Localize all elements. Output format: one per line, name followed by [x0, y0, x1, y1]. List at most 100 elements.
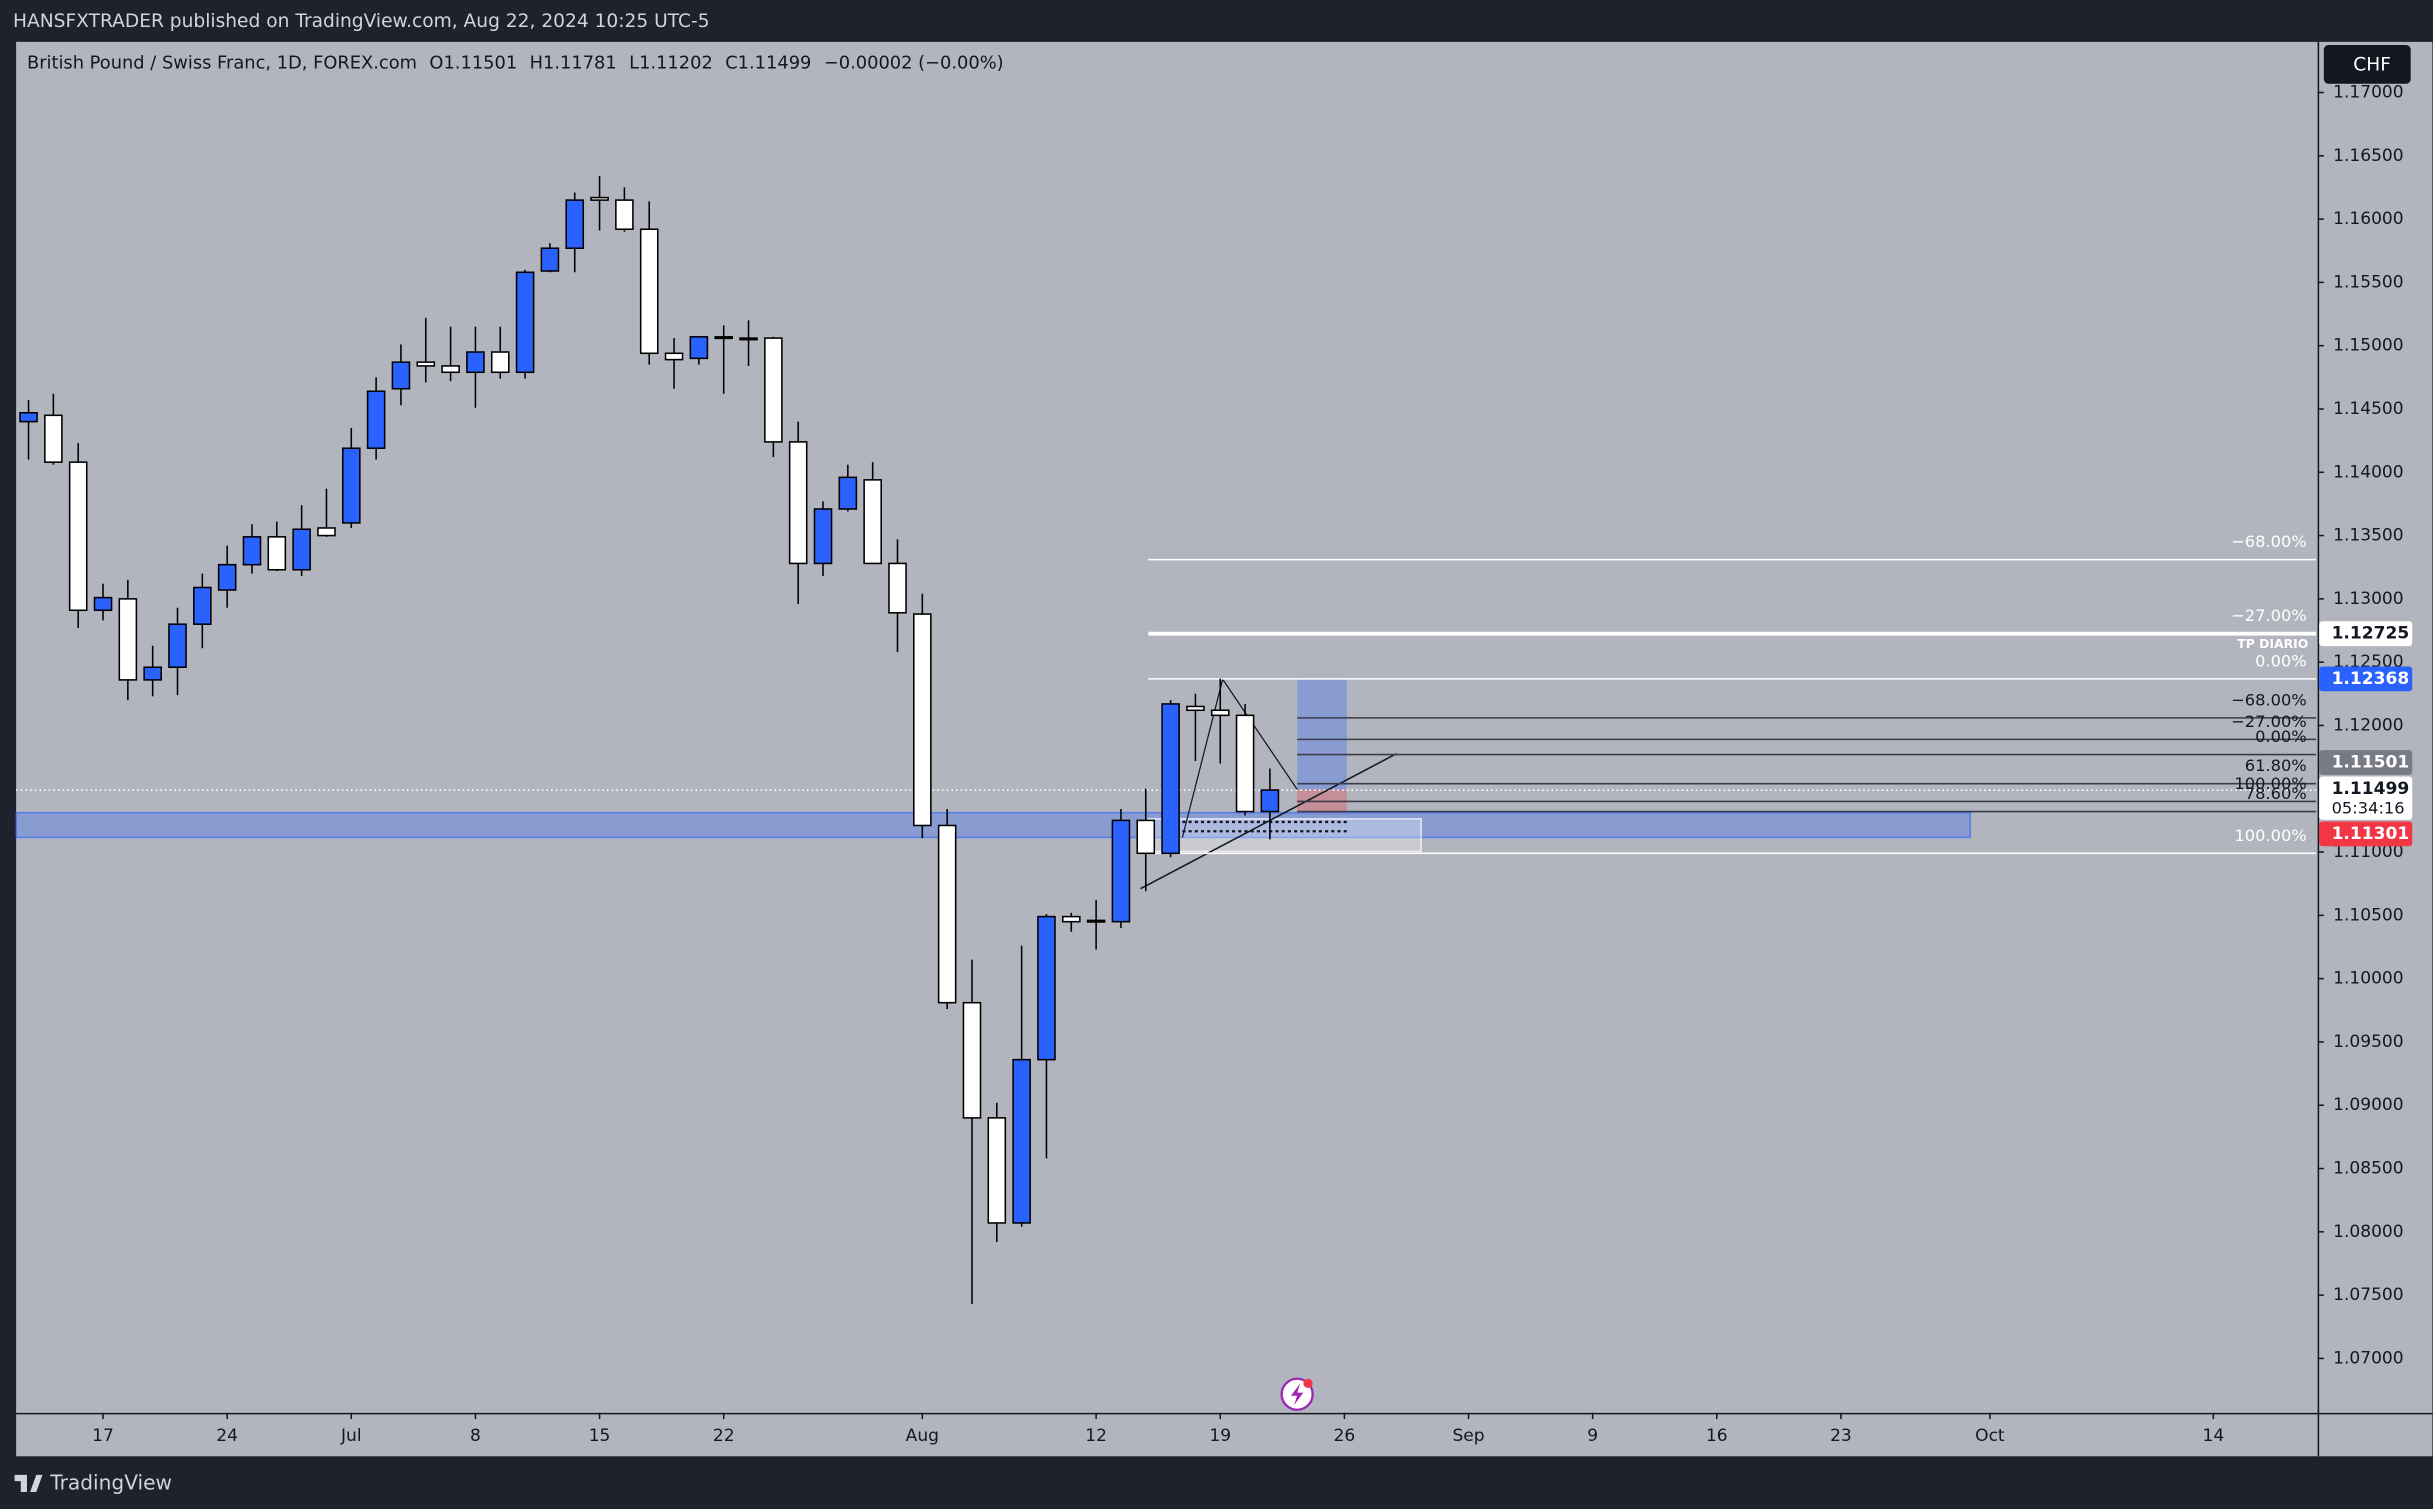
publisher: HANSFXTRADER published on TradingView.co…	[13, 11, 710, 32]
candle-body	[1210, 709, 1230, 717]
x-tick-label: 14	[2202, 1426, 2224, 1446]
candle-body	[565, 199, 585, 249]
x-tick-label: 19	[1209, 1426, 1231, 1446]
icon-bolt[interactable]	[1290, 1383, 1304, 1406]
fib-label: −27.00%	[2231, 712, 2307, 731]
candle-body	[93, 596, 113, 612]
footer-brand: TradingView	[14, 1471, 172, 1495]
y-tick-label: 1.15500	[2333, 272, 2404, 292]
price-label	[2319, 621, 2413, 647]
icon-dot[interactable]	[1303, 1378, 1313, 1389]
candle-body	[1086, 919, 1106, 923]
candle-body	[466, 351, 485, 374]
x-tick-label: Oct	[1975, 1426, 2005, 1446]
candle-body	[913, 613, 932, 827]
candle-body	[1161, 703, 1180, 855]
x-tick-label: 24	[216, 1426, 238, 1446]
fib-note: TP DIARIO	[2237, 636, 2308, 651]
y-tick-label: 1.09000	[2333, 1095, 2404, 1115]
fib-label: 78.60%	[2245, 784, 2307, 803]
candle-body	[317, 527, 336, 537]
candle-body	[242, 536, 262, 566]
alert-icon[interactable]	[1280, 1377, 1314, 1411]
candle-body	[689, 336, 709, 360]
button-bg[interactable]	[2323, 44, 2411, 84]
y-tick-label: 1.13500	[2333, 526, 2404, 546]
y-tick-label: 1.15000	[2333, 336, 2404, 356]
x-tick-label: 15	[589, 1426, 611, 1446]
axes: 1.17000 1.16500 1.16000 1.15500 1.15000 1.145…	[92, 83, 2413, 1446]
y-tick-label: 1.09500	[2333, 1032, 2404, 1052]
x-tick-label: 9	[1587, 1426, 1598, 1446]
button-label[interactable]: CHF	[2353, 55, 2391, 76]
x-tick-label: 22	[713, 1426, 735, 1446]
y-tick-label: 1.14500	[2333, 399, 2404, 419]
brand-name: TradingView	[49, 1471, 172, 1495]
candle-body	[416, 361, 436, 367]
y-tick-label: 1.11000	[2333, 842, 2404, 862]
y-tick-label: 1.14000	[2333, 462, 2404, 482]
candle-body	[987, 1117, 1007, 1224]
candle-body	[1037, 915, 1056, 1061]
price-label	[2319, 776, 2413, 820]
currency-button[interactable]: CHF	[2323, 44, 2411, 84]
legend-change: −0.00002 (−0.00%)	[824, 53, 1004, 74]
candle-body	[1012, 1058, 1031, 1224]
legend: British Pound / Swiss Franc, 1D, FOREX.c…	[27, 53, 1004, 74]
candle-body	[714, 336, 734, 340]
y-tick-label: 1.10000	[2333, 969, 2404, 989]
candle-body	[1260, 789, 1280, 813]
x-tick-label: Aug	[906, 1426, 939, 1446]
y-tick-label: 1.07500	[2333, 1285, 2404, 1305]
legend-open: O1.11501	[429, 53, 517, 74]
fib-label: −68.00%	[2231, 532, 2307, 551]
candle-body	[341, 447, 361, 524]
y-tick-label: 1.07000	[2333, 1348, 2404, 1368]
fib-label: 100.00%	[2234, 826, 2306, 845]
candle-body	[1235, 714, 1255, 813]
x-tick-label: 26	[1334, 1426, 1356, 1446]
y-tick-label: 1.10500	[2333, 905, 2404, 925]
x-tick-label: Sep	[1452, 1426, 1484, 1446]
fib-label: −68.00%	[2231, 690, 2307, 709]
candle-body	[193, 586, 212, 625]
price-label	[2319, 666, 2413, 692]
price-label	[2319, 750, 2413, 775]
candle-body	[1186, 705, 1205, 712]
candle-body	[615, 199, 634, 231]
candle-body	[168, 623, 187, 669]
candle-body	[441, 365, 460, 374]
candle-body	[1061, 915, 1081, 923]
candle-body	[1111, 819, 1131, 923]
candle-body	[19, 412, 38, 423]
zone-highlight	[1147, 818, 1422, 853]
price-label	[2319, 821, 2413, 847]
x-tick-label: 8	[470, 1426, 481, 1446]
x-tick-label: 23	[1830, 1426, 1852, 1446]
y-tick-label: 1.16000	[2333, 209, 2404, 229]
candle-body	[863, 479, 882, 565]
candle-body	[540, 247, 560, 272]
candle-body	[68, 461, 88, 612]
candle-body	[813, 508, 833, 565]
candle-body	[292, 528, 311, 571]
x-tick-label: 12	[1085, 1426, 1107, 1446]
fib-label: 100.00%	[2234, 774, 2306, 793]
candle-body	[1136, 819, 1156, 855]
candle-body	[44, 414, 63, 463]
candle-body	[217, 563, 237, 591]
candle-body	[764, 337, 783, 443]
candle-body	[143, 666, 162, 681]
candle-body	[267, 536, 287, 571]
plot-area	[16, 41, 2433, 1457]
candle-body	[664, 352, 684, 361]
candle-body	[515, 271, 535, 374]
y-tick-label: 1.12000	[2333, 715, 2404, 735]
candle-body	[490, 351, 510, 374]
logo	[14, 1474, 43, 1492]
legend-high: H1.11781	[530, 53, 617, 74]
candle-body	[118, 598, 138, 681]
candle-body	[788, 441, 808, 565]
chart: −68.00%−27.00%TP DIARIO0.00%100.00%−68.0…	[15, 176, 2318, 1304]
